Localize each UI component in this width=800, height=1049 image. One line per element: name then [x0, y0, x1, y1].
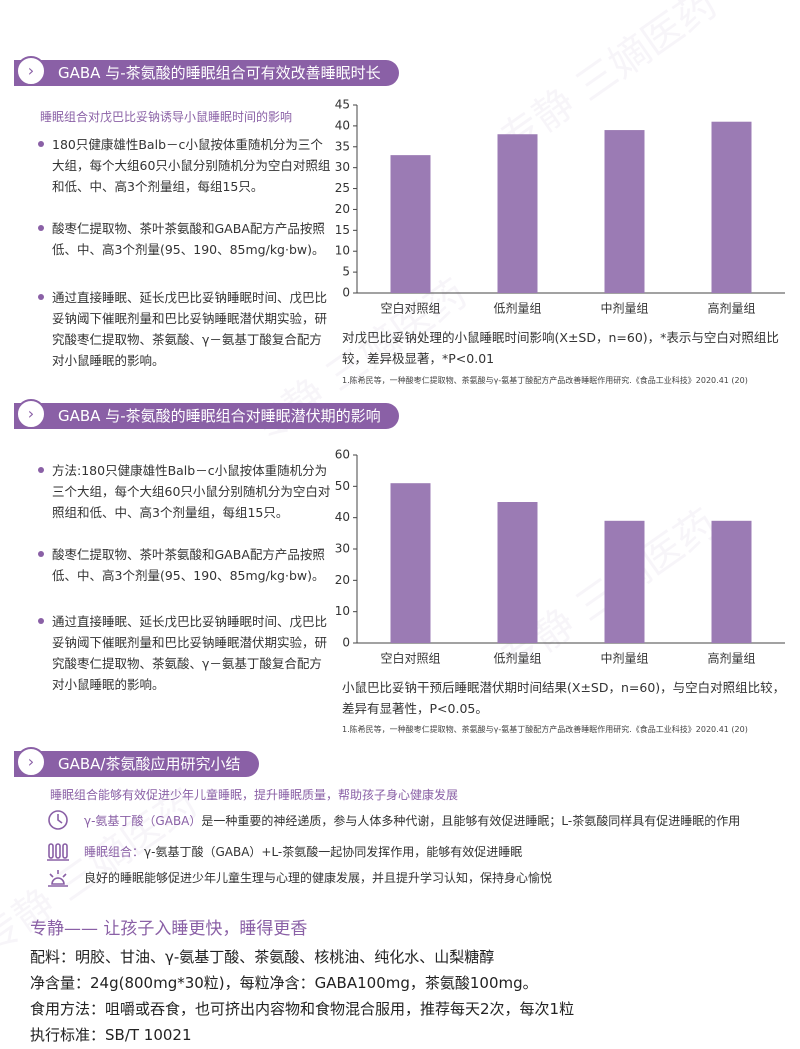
bar: [390, 483, 431, 643]
product-line: 食用方法：咀嚼或吞食，也可挤出内容物和食物混合服用，推荐每天2次，每次1粒: [30, 1000, 575, 1018]
y-tick-label: 45: [335, 98, 350, 112]
bar: [711, 121, 752, 293]
bullet: 酸枣仁提取物、茶叶茶氨酸和GABA配方产品按照低、中、高3个剂量(95、190、…: [38, 218, 334, 260]
x-tick-label: 中剂量组: [600, 301, 648, 316]
x-tick-label: 空白对照组: [380, 301, 440, 316]
row-label: 睡眠组合：: [84, 845, 145, 859]
caption: 对戊巴比妥钠处理的小鼠睡眠时间影响(X±SD，n=60)，*表示与空白对照组比较…: [342, 330, 779, 366]
lamp-icon: [48, 870, 68, 887]
bullet: 180只健康雄性Balb－c小鼠按体重随机分为三个大组，每个大组60只小鼠分别随…: [38, 134, 334, 197]
bullet: 通过直接睡眠、延长戊巴比妥钠睡眠时间、戊巴比妥钠阈下催眠剂量和巴比妥钠睡眠潜伏期…: [38, 287, 334, 371]
bar: [604, 130, 645, 293]
bar: [604, 520, 645, 643]
tagline: 专静—— 让孩子入睡更快，睡得更香: [30, 919, 308, 939]
y-tick-label: 25: [335, 181, 350, 195]
y-tick-label: 0: [342, 286, 350, 300]
bar: [711, 520, 752, 643]
x-tick-label: 低剂量组: [493, 651, 541, 666]
summary-row: γ-氨基丁酸（GABA）是一种重要的神经递质，参与人体多种代谢，且能够有效促进睡…: [84, 812, 740, 829]
y-tick-label: 60: [335, 448, 350, 462]
product-line: 配料：明胶、甘油、γ-氨基丁酸、茶氨酸、核桃油、纯化水、山梨糖醇: [30, 948, 495, 966]
x-tick-label: 空白对照组: [380, 651, 440, 666]
y-tick-label: 40: [335, 118, 350, 132]
summary-row: 良好的睡眠能够促进少年儿童生理与心理的健康发展，并且提升学习认知，保持身心愉悦: [84, 869, 552, 886]
row-label: γ-氨基丁酸（GABA）: [84, 814, 202, 828]
y-tick-label: 5: [342, 265, 350, 279]
bullet: 酸枣仁提取物、茶叶茶氨酸和GABA配方产品按照低、中、高3个剂量(95、190、…: [38, 544, 334, 586]
x-tick-label: 低剂量组: [493, 301, 541, 316]
row-text: γ-氨基丁酸（GABA）+L-茶氨酸一起协同发挥作用，能够有效促进睡眠: [144, 845, 523, 859]
tubes-icon: [47, 843, 69, 861]
y-tick-label: 20: [335, 202, 350, 216]
x-tick-label: 中剂量组: [600, 651, 648, 666]
product-line: 净含量：24g(800mg*30粒)，每粒净含：GABA100mg，茶氨酸100…: [30, 974, 538, 992]
x-tick-label: 高剂量组: [707, 651, 755, 666]
caption: 小鼠巴比妥钠干预后睡眠潜伏期时间结果(X±SD，n=60)，与空白对照组比较，差…: [342, 680, 786, 716]
y-tick-label: 50: [335, 479, 350, 493]
reference: 1.陈希民等，一种酸枣仁提取物、茶氨酸与γ-氨基丁酸配方产品改善睡眠作用研究.《…: [342, 376, 748, 385]
row-text: 良好的睡眠能够促进少年儿童生理与心理的健康发展，并且提升学习认知，保持身心愉悦: [84, 871, 553, 885]
summary-row: 睡眠组合：γ-氨基丁酸（GABA）+L-茶氨酸一起协同发挥作用，能够有效促进睡眠: [84, 843, 522, 860]
y-tick-label: 30: [335, 160, 350, 174]
section-header: › GABA 与-茶氨酸的睡眠组合可有效改善睡眠时长: [14, 56, 399, 86]
y-tick-label: 20: [335, 573, 350, 587]
y-tick-label: 35: [335, 139, 350, 153]
bullet: 方法:180只健康雄性Balb－c小鼠按体重随机分为三个大组，每个大组60只小鼠…: [38, 460, 334, 523]
header-text: GABA/茶氨酸应用研究小结: [58, 755, 241, 773]
bar-chart: 0 10 20 30 40 50 60 空白对照组 低剂量组 中剂量组 高剂量组: [335, 448, 785, 666]
subtitle: 睡眠组合对戊巴比妥钠诱导小鼠睡眠时间的影响: [40, 110, 293, 124]
row-text: 是一种重要的神经递质，参与人体多种代谢，且能够有效促进睡眠；L-茶氨酸同样具有促…: [201, 814, 741, 828]
bar: [390, 155, 431, 293]
bar: [497, 134, 538, 293]
header-text: GABA 与-茶氨酸的睡眠组合可有效改善睡眠时长: [58, 64, 381, 82]
bar: [497, 502, 538, 643]
section-header: › GABA 与-茶氨酸的睡眠组合对睡眠潜伏期的影响: [14, 399, 399, 429]
y-tick-label: 40: [335, 510, 350, 524]
x-tick-label: 高剂量组: [707, 301, 755, 316]
clock-icon: [48, 810, 68, 830]
y-tick-label: 30: [335, 542, 350, 556]
bullet: 通过直接睡眠、延长戊巴比妥钠睡眠时间、戊巴比妥钠阈下催眠剂量和巴比妥钠睡眠潜伏期…: [38, 611, 334, 695]
y-tick-label: 10: [335, 604, 350, 618]
y-tick-label: 0: [342, 636, 350, 650]
section-header: › GABA/茶氨酸应用研究小结: [14, 747, 259, 777]
y-tick-label: 10: [335, 244, 350, 258]
y-tick-label: 15: [335, 223, 350, 237]
product-line: 执行标准：SB/T 10021: [30, 1026, 192, 1044]
header-text: GABA 与-茶氨酸的睡眠组合对睡眠潜伏期的影响: [58, 407, 381, 425]
reference: 1.陈希民等，一种酸枣仁提取物、茶氨酸与γ-氨基丁酸配方产品改善睡眠作用研究.《…: [342, 725, 748, 734]
bar-chart: 0 5 10 15 20 25 30 35 40 45 空白对照组 低剂量组 中剂量组 高剂量组: [335, 98, 785, 316]
subtitle: 睡眠组合能够有效促进少年儿童睡眠，提升睡眠质量，帮助孩子身心健康发展: [50, 788, 459, 802]
